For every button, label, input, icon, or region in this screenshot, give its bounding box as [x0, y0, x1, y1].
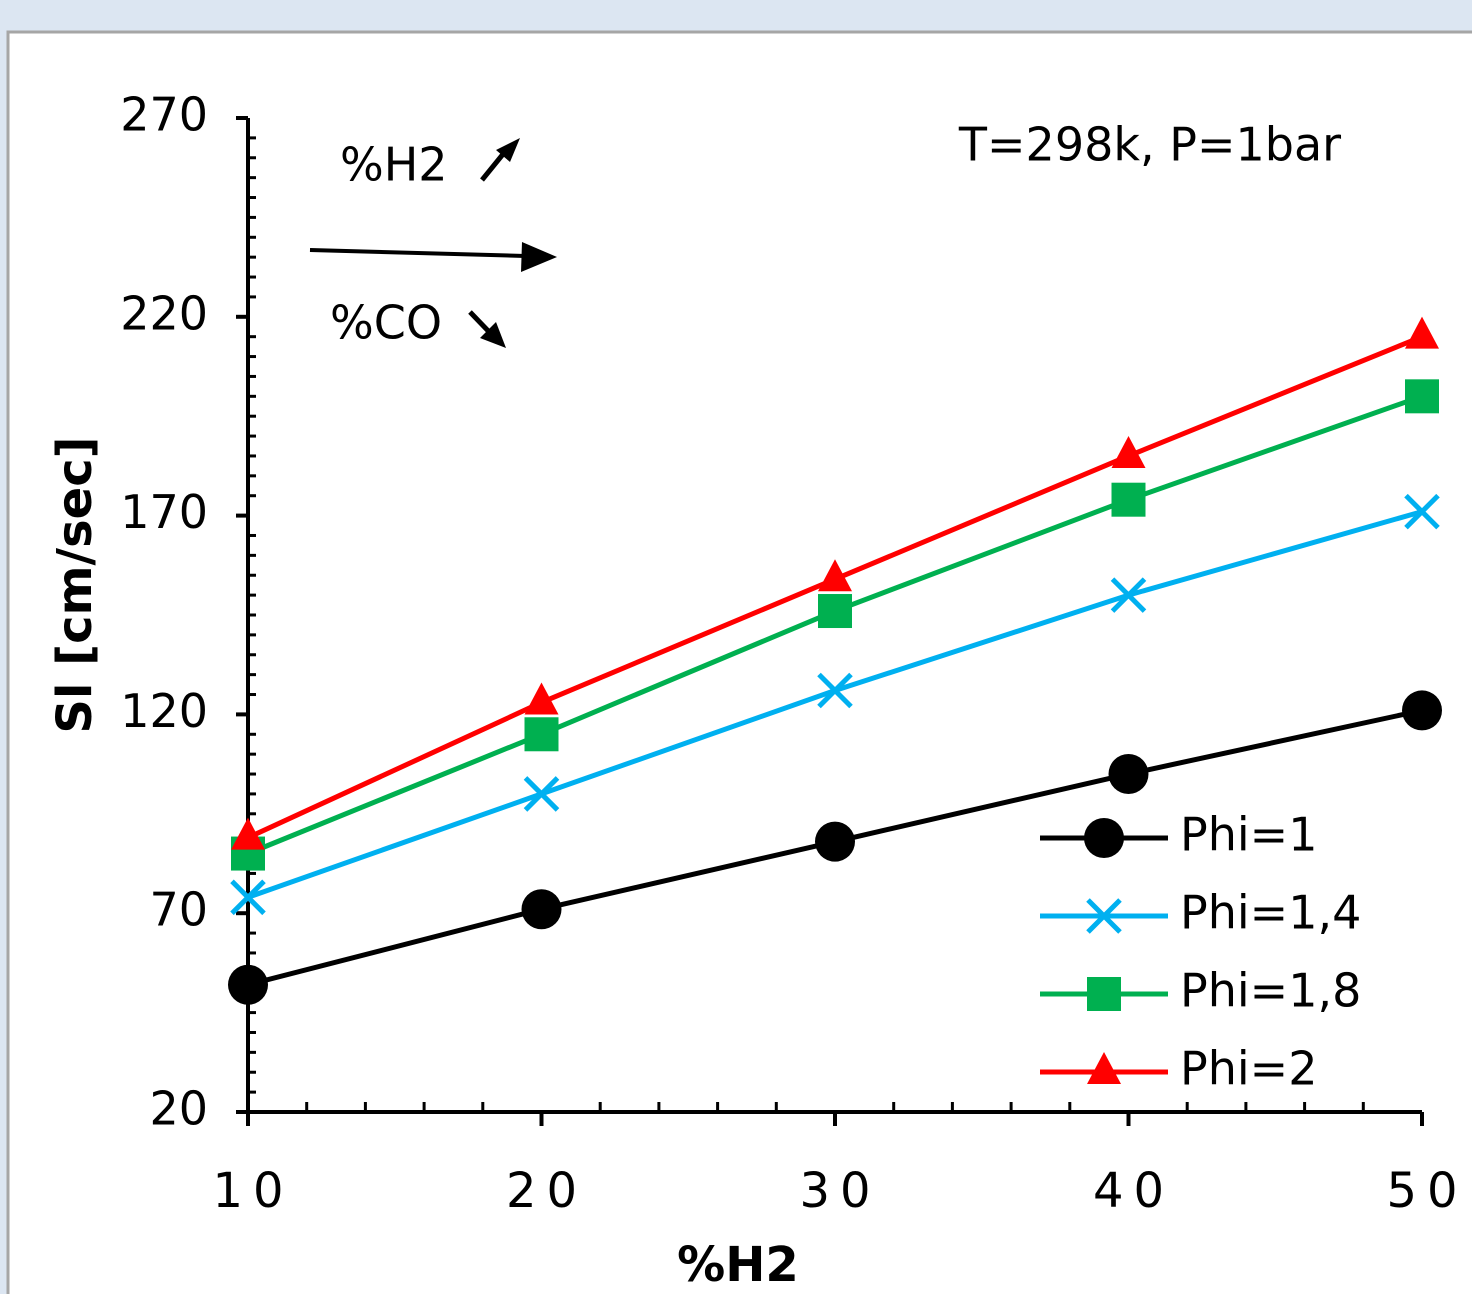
x-tick-label: 40 [1093, 1163, 1174, 1219]
legend-marker [1087, 977, 1121, 1011]
y-tick-label: 170 [120, 485, 208, 539]
y-tick-label: 20 [149, 1082, 208, 1136]
x-axis-label: %H2 [677, 1237, 799, 1293]
annotation: T=298k, P=1bar [958, 118, 1341, 172]
marker [815, 821, 855, 862]
y-tick-label: 120 [120, 684, 208, 738]
x-tick-label: 20 [506, 1163, 587, 1219]
marker [1402, 690, 1442, 731]
legend-label: Phi=1,4 [1180, 886, 1361, 940]
x-tick-label: 10 [212, 1163, 293, 1219]
marker [1405, 316, 1439, 349]
y-tick-label: 220 [120, 286, 208, 340]
marker [1110, 577, 1147, 613]
legend-marker [1087, 1052, 1121, 1084]
marker [524, 682, 559, 715]
x-tick-label: 30 [799, 1163, 880, 1219]
y-axis-label: Sl [cm/sec] [47, 436, 103, 733]
annotation: %CO [330, 296, 442, 350]
arrows [309, 138, 557, 348]
y-tick-label: 270 [120, 88, 208, 142]
legend-label: Phi=1,8 [1180, 964, 1361, 1018]
marker [1108, 754, 1149, 795]
marker [818, 559, 852, 592]
marker [231, 817, 265, 850]
legend-marker [1086, 898, 1122, 934]
y-tick-label: 70 [149, 883, 208, 937]
x-tick-label: 50 [1386, 1163, 1467, 1219]
marker [818, 594, 852, 629]
legend-label: Phi=2 [1180, 1042, 1317, 1096]
marker [1405, 379, 1439, 414]
legend-label: Phi=1 [1180, 808, 1317, 862]
marker [228, 964, 268, 1005]
marker [817, 672, 853, 709]
marker [523, 776, 560, 812]
marker [521, 889, 562, 930]
marker [230, 879, 266, 916]
legend-marker [1084, 818, 1124, 858]
chart-panel [6, 30, 1472, 1294]
annotation: %H2 [340, 138, 448, 192]
marker [1111, 435, 1146, 468]
marker [1111, 482, 1146, 517]
marker [524, 717, 559, 752]
marker [1404, 493, 1440, 530]
